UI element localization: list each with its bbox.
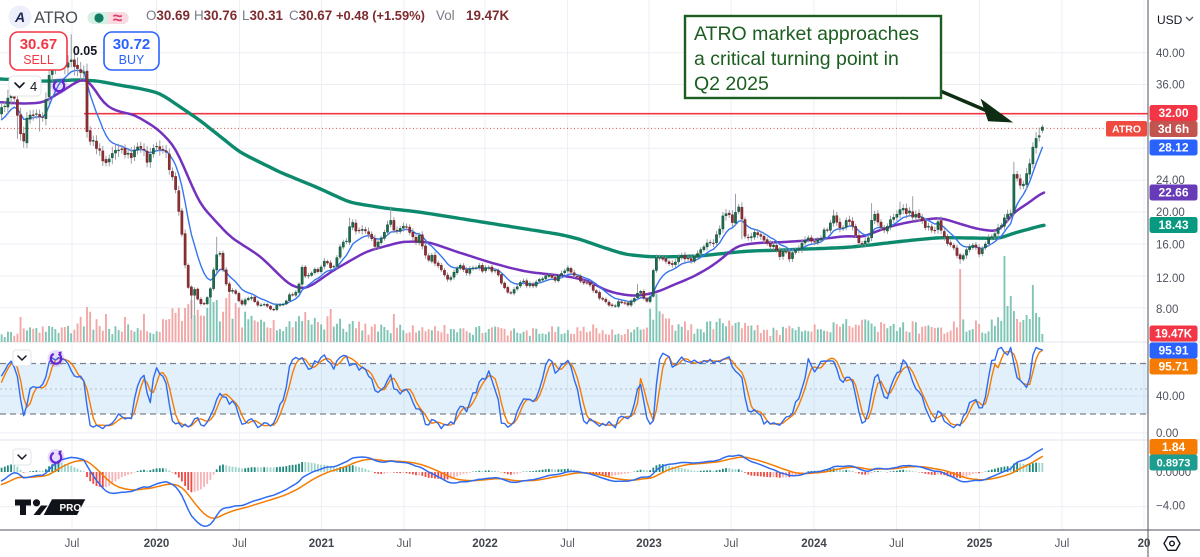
svg-text:O30.69: O30.69 [146,8,190,23]
svg-text:1.84: 1.84 [1162,440,1186,454]
svg-text:19.47K: 19.47K [1155,329,1193,341]
svg-text:ATRO: ATRO [34,9,78,27]
svg-text:SELL: SELL [23,53,54,67]
svg-text:Jul: Jul [560,538,575,550]
svg-text:22.66: 22.66 [1158,186,1188,200]
svg-text:36.00: 36.00 [1156,79,1185,91]
svg-text:2021: 2021 [309,538,335,550]
svg-text:ATRO market approaches: ATRO market approaches [694,23,919,45]
svg-text:a critical turning point in: a critical turning point in [694,48,899,70]
svg-text:12.00: 12.00 [1156,273,1185,285]
svg-text:20: 20 [1138,538,1151,550]
svg-text:95.91: 95.91 [1158,344,1188,358]
svg-text:18.43: 18.43 [1158,218,1188,232]
svg-text:30.67: 30.67 [20,36,58,53]
svg-text:Jul: Jul [889,538,904,550]
svg-text:L30.31: L30.31 [242,8,284,23]
svg-text:ATRO: ATRO [1112,124,1141,136]
svg-text:2024: 2024 [801,538,827,550]
svg-text:8.00: 8.00 [1156,304,1178,316]
svg-text:0.8973: 0.8973 [1157,458,1191,470]
svg-text:24.00: 24.00 [1156,175,1185,187]
svg-text:≈: ≈ [113,9,122,28]
svg-text:95.71: 95.71 [1158,360,1188,374]
svg-text:Jul: Jul [397,538,412,550]
svg-text:28.12: 28.12 [1158,141,1188,155]
svg-text:A: A [14,9,25,25]
svg-text:32.00: 32.00 [1158,106,1188,120]
svg-text:BUY: BUY [119,53,145,67]
svg-text:40.00: 40.00 [1156,48,1185,60]
svg-text:USD: USD [1157,13,1183,27]
svg-text:2023: 2023 [636,538,662,550]
svg-text:Jul: Jul [1055,538,1070,550]
svg-text:0.05: 0.05 [73,44,97,58]
svg-text:PRO: PRO [60,503,82,514]
svg-text:4: 4 [30,79,37,94]
svg-text:H30.76: H30.76 [194,8,237,23]
svg-text:20.00: 20.00 [1156,207,1185,219]
svg-text:2022: 2022 [472,538,498,550]
svg-text:−4.00: −4.00 [1156,501,1185,513]
svg-text:40.00: 40.00 [1156,391,1185,403]
svg-text:2025: 2025 [967,538,993,550]
svg-text:C30.67: C30.67 [289,8,332,23]
svg-text:30.72: 30.72 [113,36,151,53]
svg-text:+0.48 (+1.59%): +0.48 (+1.59%) [336,8,425,23]
svg-text:19.47K: 19.47K [466,8,510,23]
svg-text:3d 6h: 3d 6h [1158,122,1189,136]
svg-text:Jul: Jul [65,538,80,550]
svg-text:Jul: Jul [232,538,247,550]
svg-text:2020: 2020 [144,538,170,550]
svg-text:16.00: 16.00 [1156,239,1185,251]
svg-text:Vol: Vol [436,8,455,23]
svg-text:Jul: Jul [724,538,739,550]
svg-text:0.00: 0.00 [1156,428,1178,440]
svg-text:Q2 2025: Q2 2025 [694,73,769,95]
